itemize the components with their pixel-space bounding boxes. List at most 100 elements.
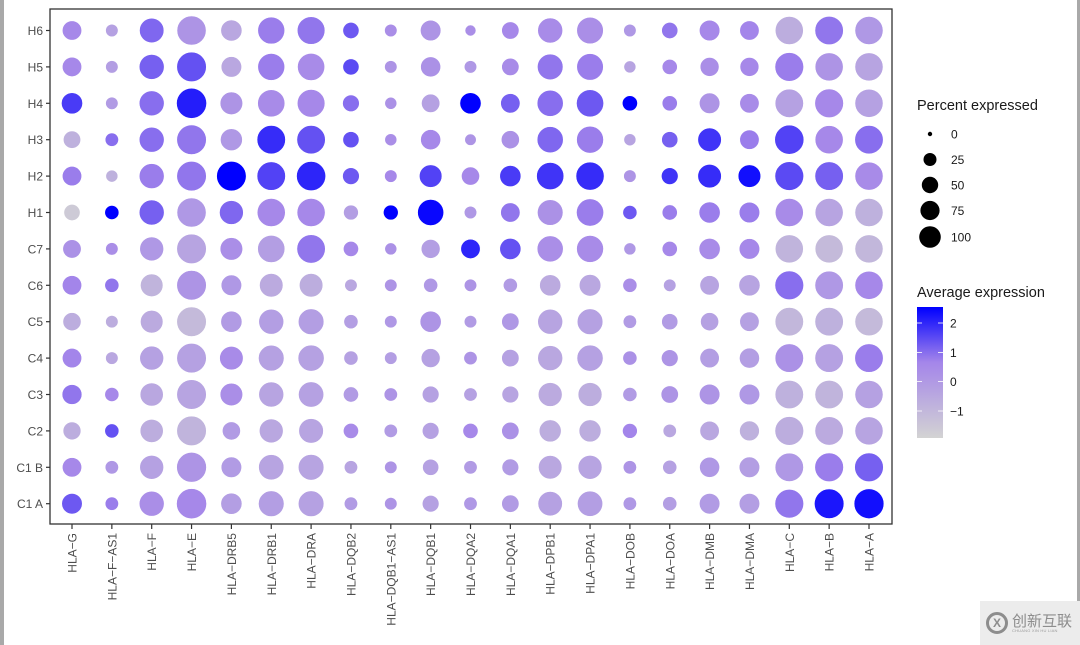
x-tick-label: HLA−B: [823, 533, 837, 571]
dot: [220, 310, 243, 333]
dot: [576, 89, 604, 118]
dot: [699, 19, 721, 42]
dot: [774, 416, 804, 446]
dot: [384, 242, 398, 256]
dot: [384, 351, 398, 365]
dot: [176, 306, 207, 337]
dot: [622, 314, 637, 329]
dot: [500, 202, 521, 223]
x-tick-label: HLA−F: [145, 533, 159, 571]
dot: [105, 60, 119, 74]
dot: [699, 57, 720, 77]
dot: [139, 382, 164, 407]
dot: [662, 496, 678, 512]
dot: [297, 344, 325, 372]
dot: [216, 161, 247, 192]
dot: [104, 132, 119, 147]
dot: [661, 22, 679, 39]
dot: [220, 56, 242, 78]
dot: [420, 239, 441, 259]
dot: [219, 200, 244, 225]
dot: [220, 492, 243, 515]
dot: [501, 458, 520, 477]
dot: [140, 310, 164, 334]
dot: [623, 133, 637, 147]
dot: [536, 235, 564, 263]
dot: [536, 126, 564, 154]
dot: [737, 164, 762, 188]
dot: [343, 460, 358, 475]
dot: [623, 242, 637, 256]
dot: [854, 16, 884, 45]
dot: [774, 124, 805, 155]
dot: [298, 418, 324, 444]
dot: [417, 199, 445, 226]
dot: [814, 270, 844, 300]
dot: [499, 237, 522, 260]
dot: [854, 452, 884, 482]
dot: [774, 307, 804, 337]
dot: [814, 343, 844, 373]
dot: [259, 273, 284, 298]
dot: [854, 343, 884, 373]
color-legend-label: −1: [950, 405, 964, 419]
dot: [814, 307, 844, 337]
dot: [138, 163, 165, 189]
dot: [344, 278, 358, 292]
dot: [739, 129, 760, 150]
dot: [463, 315, 478, 329]
dot: [576, 308, 604, 335]
dot: [299, 273, 324, 298]
dot: [461, 166, 480, 186]
dot: [739, 347, 760, 369]
dot: [105, 23, 119, 38]
dot: [537, 53, 564, 81]
dot: [63, 204, 81, 221]
watermark-cn-text: 创新互联: [1012, 611, 1073, 630]
dot: [343, 350, 359, 366]
color-bar: [917, 307, 943, 438]
dot: [854, 125, 884, 155]
dot: [463, 496, 478, 511]
dot: [463, 60, 478, 74]
dot: [774, 270, 804, 300]
dot: [219, 91, 244, 115]
dot: [577, 490, 604, 517]
color-legend-title: Average expression: [917, 285, 1045, 301]
x-tick-label: HLA−DPA1: [584, 533, 598, 594]
dot: [537, 382, 563, 407]
dot: [104, 205, 120, 220]
dot: [537, 308, 564, 335]
dot: [383, 204, 399, 221]
dot: [61, 457, 83, 478]
dot: [343, 240, 359, 257]
dot: [578, 419, 602, 443]
size-legend-label: 0: [951, 128, 958, 142]
dot: [176, 51, 207, 83]
dot: [622, 460, 637, 475]
dot: [140, 273, 164, 297]
dot: [256, 161, 286, 191]
x-axis: HLA−G HLA−F−AS1 HLA−F HLA−E HLA−DRB5 HLA−DRB1…: [66, 524, 877, 626]
dot: [500, 93, 521, 114]
y-tick-label: H3: [28, 133, 44, 147]
dot: [138, 199, 165, 226]
dot: [61, 92, 83, 115]
dot: [774, 198, 804, 227]
dot: [297, 490, 325, 517]
dot: [105, 169, 119, 183]
dot: [296, 125, 326, 155]
x-tick-label: HLA−DMB: [703, 533, 717, 590]
dot: [739, 20, 760, 41]
dot: [463, 205, 478, 220]
dot: [258, 418, 284, 444]
dot: [661, 131, 679, 149]
dot: [697, 164, 722, 189]
dot: [576, 16, 604, 45]
dot: [576, 198, 604, 227]
dot: [296, 16, 326, 45]
dot: [578, 274, 602, 297]
dot: [384, 169, 398, 183]
dot: [661, 349, 679, 367]
dot: [62, 421, 82, 441]
